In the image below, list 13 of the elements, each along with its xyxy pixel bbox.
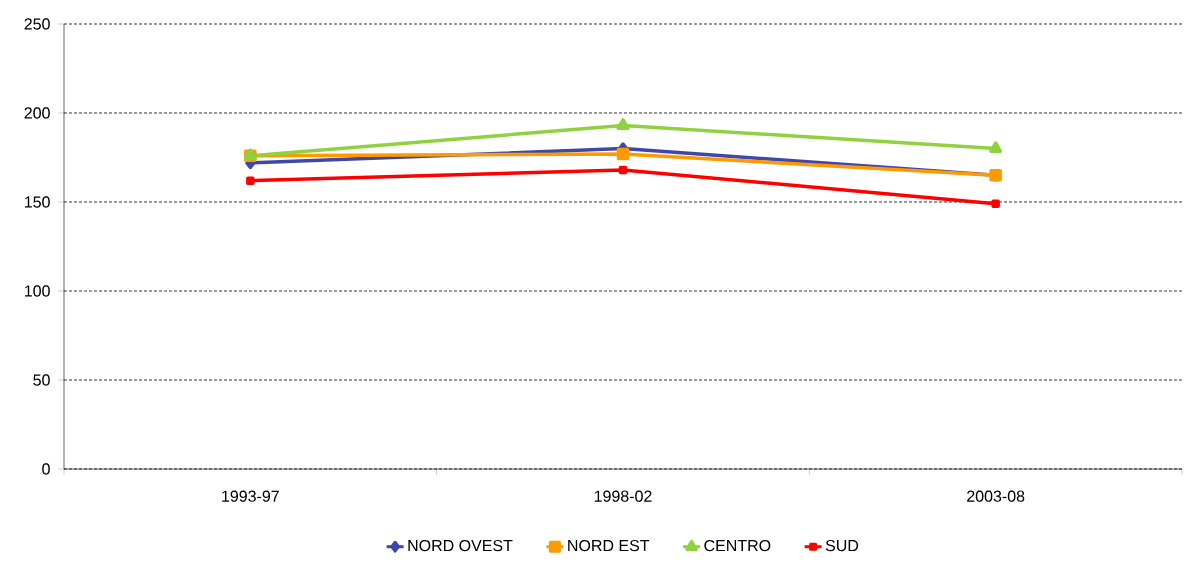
legend-label: SUD bbox=[825, 539, 859, 552]
y-tick-label: 0 bbox=[42, 463, 50, 475]
legend-label: CENTRO bbox=[704, 539, 771, 552]
y-tick-label: 100 bbox=[24, 285, 50, 297]
legend-label: NORD EST bbox=[568, 539, 650, 552]
legend-label: NORD OVEST bbox=[408, 539, 513, 552]
y-tick-label: 250 bbox=[24, 18, 50, 30]
x-tick-label: 1998-02 bbox=[594, 490, 652, 502]
x-tick-label: 2003-08 bbox=[967, 490, 1025, 502]
y-tick-label: 50 bbox=[33, 374, 50, 386]
x-tick-label: 1993-97 bbox=[222, 490, 279, 502]
y-tick-label: 150 bbox=[24, 196, 50, 208]
y-tick-label: 200 bbox=[24, 107, 50, 119]
